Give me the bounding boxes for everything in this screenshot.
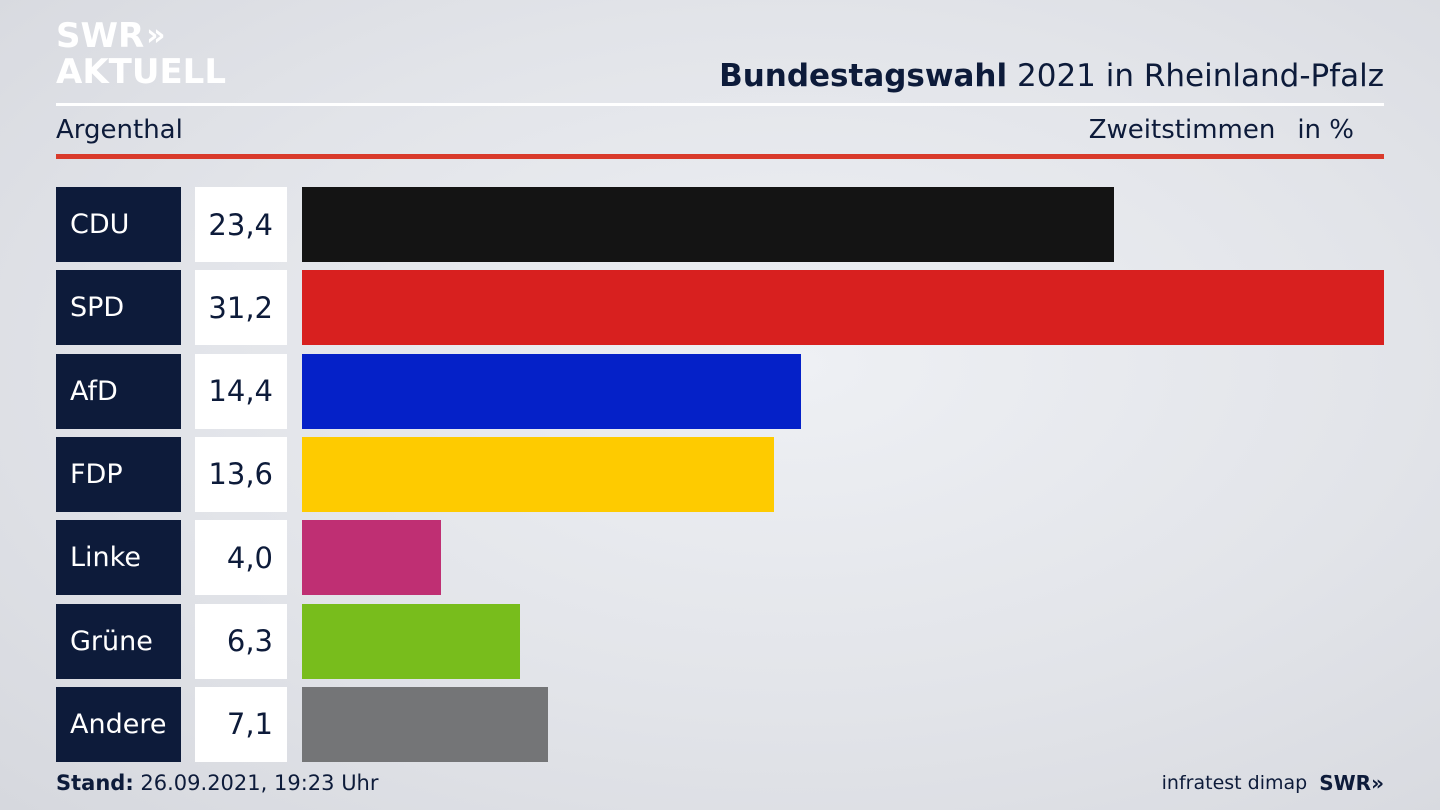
logo-chevron-icon: » xyxy=(146,18,166,53)
timestamp: Stand: 26.09.2021, 19:23 Uhr xyxy=(56,771,379,795)
party-label: AfD xyxy=(56,353,181,429)
value-label: 31,2 xyxy=(195,270,287,346)
bar-andere xyxy=(302,686,548,762)
swr-aktuell-logo: SWR» AKTUELL xyxy=(56,18,226,90)
bar-row-andere: Andere 7,1 xyxy=(56,686,1384,762)
bar-afd xyxy=(302,353,801,429)
bar-row-spd: SPD 31,2 xyxy=(56,270,1384,346)
chart-title-bold: Bundestagswahl xyxy=(719,58,1008,94)
bar-cdu xyxy=(302,187,1114,262)
unit-label: Zweitstimmen in % xyxy=(1089,115,1354,145)
value-label: 4,0 xyxy=(195,520,287,596)
value-label: 14,4 xyxy=(195,353,287,429)
region-label: Argenthal xyxy=(56,115,183,145)
bar-row-gr-ne: Grüne 6,3 xyxy=(56,603,1384,679)
value-label: 7,1 xyxy=(195,686,287,762)
chart-title-rest: 2021 in Rheinland-Pfalz xyxy=(1017,58,1384,94)
stand-value: 26.09.2021, 19:23 Uhr xyxy=(140,771,379,795)
party-label: Grüne xyxy=(56,603,181,679)
value-label: 23,4 xyxy=(195,187,287,262)
bar-row-afd: AfD 14,4 xyxy=(56,353,1384,429)
bar-gr-ne xyxy=(302,603,520,679)
party-label: Linke xyxy=(56,520,181,596)
bar-fdp xyxy=(302,436,774,512)
party-label: FDP xyxy=(56,436,181,512)
party-label: Andere xyxy=(56,686,181,762)
percent-unit-label: in % xyxy=(1297,115,1354,145)
vote-type-label: Zweitstimmen xyxy=(1088,115,1276,145)
logo-swr-text: SWR xyxy=(56,16,145,56)
accent-divider xyxy=(56,154,1384,159)
value-label: 13,6 xyxy=(195,436,287,512)
party-label: SPD xyxy=(56,270,181,346)
chart-title: Bundestagswahl 2021 in Rheinland-Pfalz xyxy=(719,58,1384,94)
bar-linke xyxy=(302,520,441,596)
source-label: infratest dimap xyxy=(1161,772,1308,794)
stand-label: Stand: xyxy=(56,771,134,795)
bar-spd xyxy=(302,270,1384,346)
source-credit: infratest dimap SWR» xyxy=(1162,771,1384,795)
header-divider xyxy=(56,103,1384,106)
bar-row-cdu: CDU 23,4 xyxy=(56,187,1384,262)
party-label: CDU xyxy=(56,187,181,262)
value-label: 6,3 xyxy=(195,603,287,679)
swr-footer-logo: SWR» xyxy=(1319,771,1384,795)
bar-row-linke: Linke 4,0 xyxy=(56,520,1384,596)
bar-row-fdp: FDP 13,6 xyxy=(56,436,1384,512)
logo-aktuell-text: AKTUELL xyxy=(56,52,227,92)
bar-chart: CDU 23,4 SPD 31,2 AfD 14,4 FDP 13,6 Linke 4,0 Grün… xyxy=(56,187,1384,762)
